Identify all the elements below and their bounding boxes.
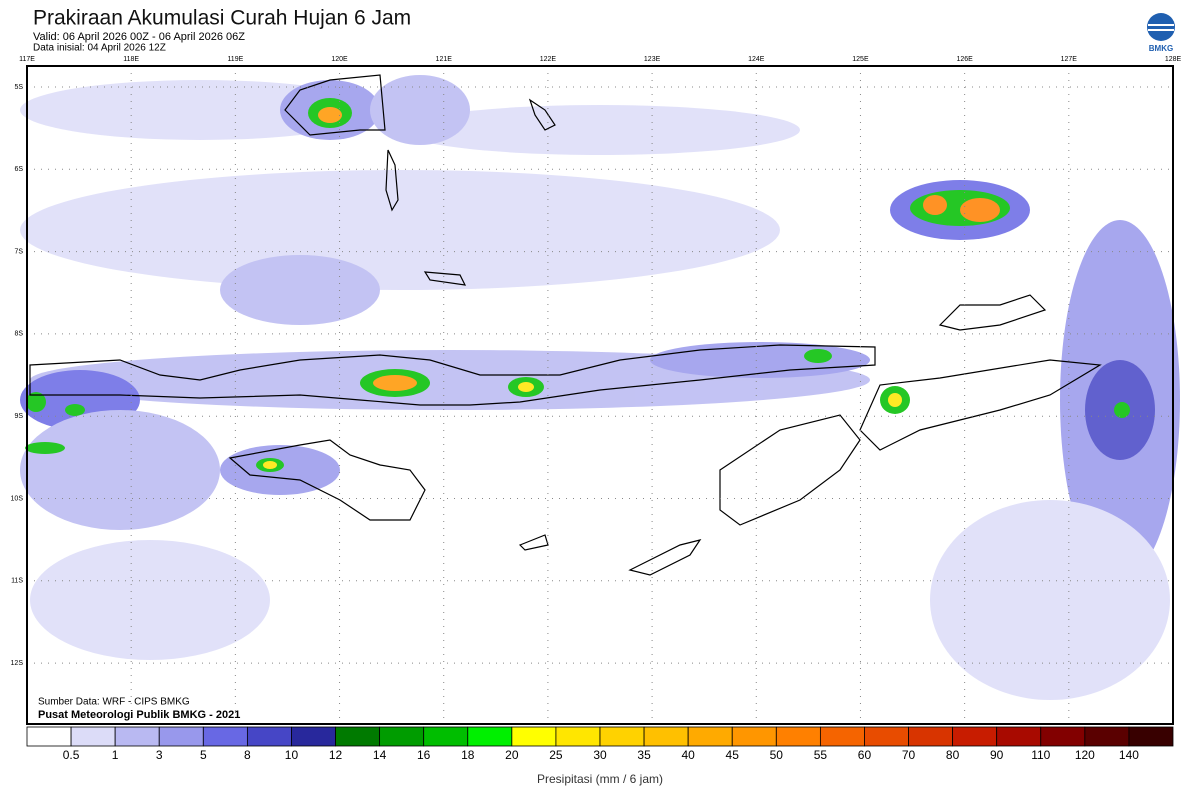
legend-label: 3: [156, 748, 163, 762]
legend-label: 50: [770, 748, 784, 762]
legend-label: 12: [329, 748, 343, 762]
logo-text: BMKG: [1149, 44, 1173, 53]
legend-swatch: [26, 726, 72, 747]
longitude-label: 128E: [1165, 56, 1182, 63]
legend-label: 0.5: [63, 748, 80, 762]
legend-swatch: [775, 726, 821, 747]
rain-field: [20, 75, 1180, 700]
legend-label: 10: [285, 748, 299, 762]
title: Prakiraan Akumulasi Curah Hujan 6 Jam: [33, 7, 411, 30]
legend-label: 30: [593, 748, 607, 762]
legend-swatch: [952, 726, 998, 747]
logo-lines: [1148, 24, 1174, 31]
coastlines: [29, 74, 1102, 576]
latitude-label: 8S: [14, 331, 23, 338]
latitude-label: 7S: [14, 248, 23, 255]
latitude-label: 5S: [14, 84, 23, 91]
legend-swatch: [864, 726, 909, 747]
legend-label: 90: [990, 748, 1004, 762]
legend-label: 110: [1031, 748, 1050, 762]
legend-label: 40: [681, 748, 695, 762]
legend-label: 55: [814, 748, 828, 762]
legend-label: 35: [637, 748, 651, 762]
legend-label: 80: [946, 748, 960, 762]
longitude-label: 120E: [331, 56, 348, 63]
legend-swatch: [731, 726, 777, 747]
valid-text: Valid: 06 April 2026 00Z - 06 April 2026…: [33, 31, 245, 43]
legend-label: 60: [858, 748, 872, 762]
legend-label: 45: [726, 748, 740, 762]
legend: 0.5 1 3 5 8 10 12 14 16 18 20 25 30 35 40 45 50 55 60 70 80 9…: [26, 726, 1174, 762]
legend-swatch: [599, 726, 645, 747]
longitude-label: 122E: [540, 56, 557, 63]
source-text: Sumber Data: WRF - CIPS BMKG: [38, 697, 190, 708]
legend-swatch: [423, 726, 469, 747]
legend-swatch: [158, 726, 204, 747]
legend-label: 25: [549, 748, 563, 762]
legend-swatch: [908, 726, 954, 747]
legend-swatch: [1084, 726, 1130, 747]
longitude-label: 123E: [644, 56, 661, 63]
longitude-label: 119E: [227, 56, 243, 63]
legend-swatch: [246, 726, 292, 747]
longitude-label: 126E: [956, 56, 973, 63]
legend-swatch: [202, 726, 248, 747]
legend-swatch: [70, 726, 116, 747]
logo: BMKG: [1147, 13, 1175, 53]
longitude-label: 127E: [1061, 56, 1078, 63]
longitude-label: 121E: [436, 56, 453, 63]
legend-swatch: [291, 726, 336, 747]
legend-swatch: [1040, 726, 1086, 747]
longitude-label: 125E: [852, 56, 869, 63]
latitude-label: 10S: [11, 495, 24, 502]
legend-swatch: [819, 726, 865, 747]
legend-swatch: [335, 726, 381, 747]
legend-label: 70: [902, 748, 916, 762]
latitude-label: 9S: [14, 413, 23, 420]
longitude-label: 118E: [123, 56, 139, 63]
graticule: [27, 66, 1173, 724]
legend-swatch: [511, 726, 557, 747]
legend-title: Presipitasi (mm / 6 jam): [537, 772, 663, 786]
legend-swatch: [996, 726, 1042, 747]
latitude-label: 6S: [14, 166, 23, 173]
latitude-label: 11S: [11, 578, 23, 585]
legend-label: 140: [1119, 748, 1139, 762]
longitude-label: 124E: [748, 56, 765, 63]
legend-label: 14: [373, 748, 387, 762]
legend-swatch: [114, 726, 160, 747]
legend-label: 5: [200, 748, 207, 762]
initial-text: Data inisial: 04 April 2026 12Z: [33, 43, 166, 54]
legend-swatch: [1128, 726, 1174, 747]
legend-swatch: [687, 726, 733, 747]
legend-label: 120: [1075, 748, 1095, 762]
legend-swatch: [643, 726, 689, 747]
legend-swatch: [467, 726, 513, 747]
legend-label: 8: [244, 748, 251, 762]
legend-label: 18: [461, 748, 475, 762]
legend-label: 16: [417, 748, 431, 762]
longitude-label: 117E: [19, 56, 35, 63]
legend-swatch: [555, 726, 601, 747]
latitude-label: 12S: [11, 660, 24, 667]
legend-swatch: [379, 726, 425, 747]
map-frame: [26, 65, 1174, 725]
map-area: Sumber Data: WRF - CIPS BMKG Pusat Meteo…: [20, 65, 1180, 725]
legend-label: 1: [112, 748, 119, 762]
logo-circle: [1147, 13, 1175, 41]
credit-text: Pusat Meteorologi Publik BMKG - 2021: [38, 709, 240, 721]
legend-label: 20: [505, 748, 519, 762]
